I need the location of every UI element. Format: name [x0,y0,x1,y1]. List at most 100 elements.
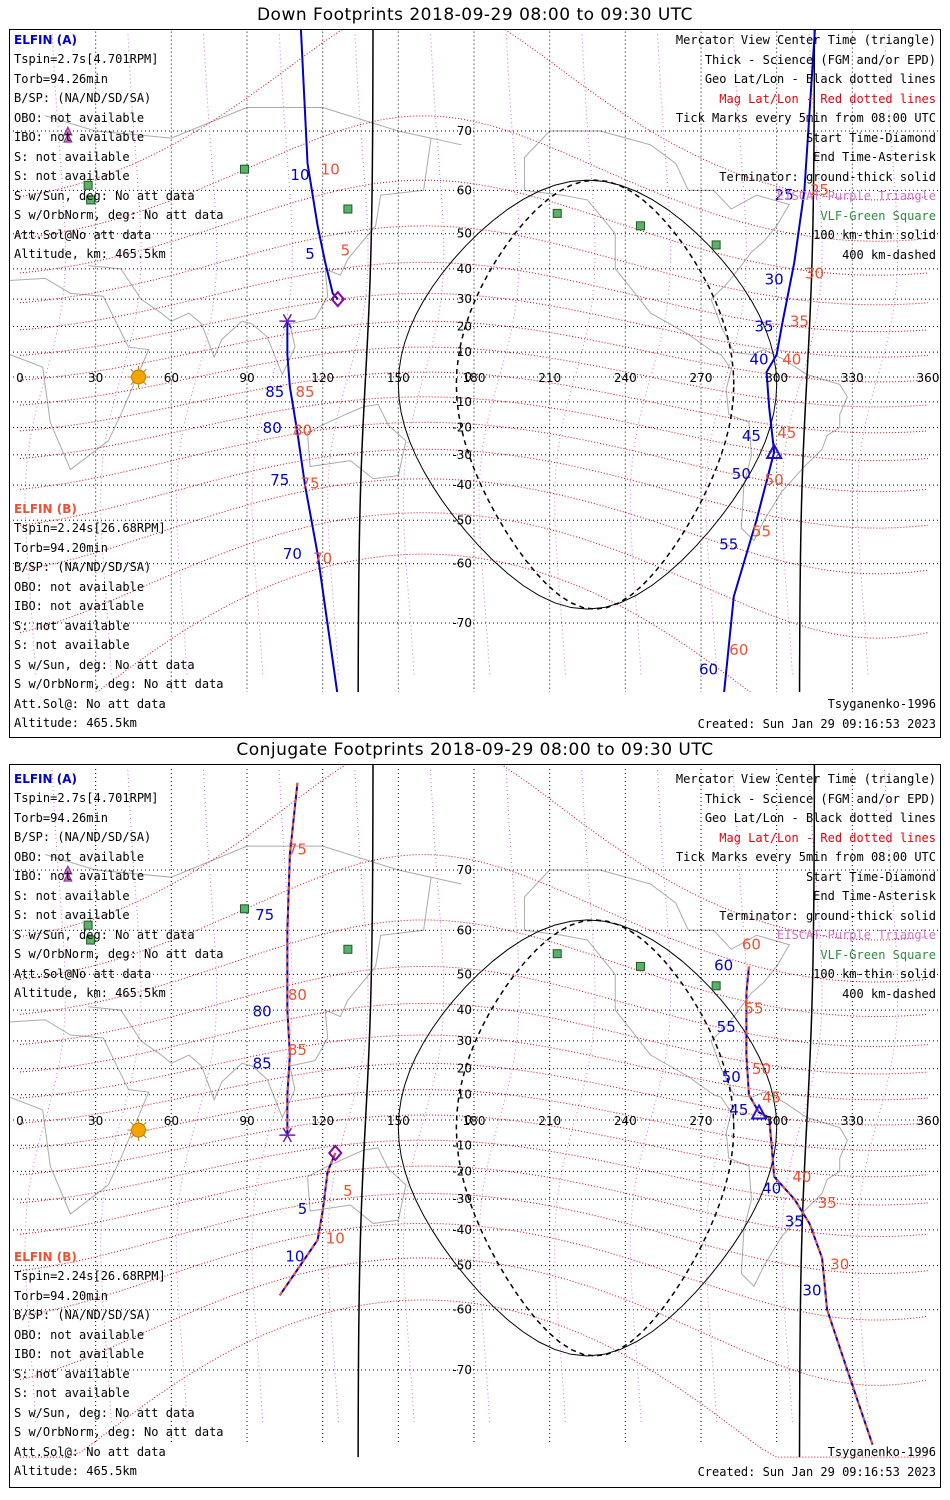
map-panel-1: 0 30 60 90 120 150 180 210 240 270 300 330 360706050… [9,764,941,1458]
map-content [9,29,941,692]
elfin-a-lines-down: Tspin=2.7s[4.701RPM] Torb=94.26min B/SP:… [14,50,224,265]
mag-parallel [19,1257,929,1386]
elfin-b-tick-label: 60 [729,641,748,659]
info-line: S: not available [14,888,130,903]
created-stamp: Created: Sun Jan 29 09:16:53 2023 [697,1464,936,1479]
vlf-station-marker [86,935,96,945]
elfin-b-tick-label: 5 [343,1182,353,1200]
elfin-b-tick-label: 75 [288,841,307,859]
y-tick-label: -40 [452,1223,472,1237]
mag-parallel [19,1002,929,1075]
info-line: B/SP: (NA/ND/SD/SA) [14,1308,152,1322]
coastline [88,877,432,1119]
info-line: B/SP: (NA/ND/SD/SA) [14,560,152,574]
elfin-a-tick-label: 45 [742,427,761,445]
mag-meridian [402,769,445,1423]
legend-item: 400 km-dashed [842,986,936,1001]
x-tick-label: 30 [88,1114,103,1128]
mag-meridian [251,769,293,1423]
mag-meridian [24,769,66,1423]
x-tick-label: 30 [88,371,103,385]
mag-parallel [19,371,929,434]
x-tick-label: 120 [311,371,334,385]
legend-item: Thick - Science (FGM and/or EPD) [704,791,936,806]
info-line: S w/Sun, deg: No att data [14,657,195,672]
elfin-b-tick-label: 40 [782,351,801,369]
elfin-a-tick-label: 10 [290,166,309,184]
info-line: Tspin=2.7s[4.701RPM] [14,52,159,66]
info-line: S: not available [14,618,130,633]
mag-meridian [175,31,218,675]
mag-meridian [100,769,142,1423]
elfin-a-tick-label: 50 [722,1068,741,1086]
elfin-a-tick-label: 80 [253,1003,272,1021]
coastline [523,130,848,542]
elfin-a-tick-label: 75 [270,471,289,489]
x-tick-label: 180 [463,371,486,385]
elfin-a-tick-label: 5 [305,245,315,263]
y-tick-label: -40 [452,478,472,492]
info-line: S w/OrbNorm, deg: No att data [14,947,224,961]
y-tick-label: 30 [457,1034,472,1048]
x-tick-label: 330 [841,1114,864,1128]
elfin-a-tick-label: 55 [717,1018,736,1036]
legend-item: Mag Lat/Lon - Red dotted lines [719,91,936,106]
elfin-a-tick-label: 50 [732,465,751,483]
vlf-station-marker [635,961,645,971]
range-400km [455,179,735,610]
eiscat-marker [63,872,73,882]
x-tick-label: 240 [614,1114,637,1128]
elfin-a-tick-label: 60 [714,956,733,974]
legend-item: Tick Marks every 5min from 08:00 UTC [675,111,936,125]
legend-item: End Time-Asterisk [813,150,936,164]
mag-parallel [19,29,929,201]
elfin-a-track [723,29,816,692]
y-tick-label: -50 [452,1259,472,1273]
info-line: S w/Sun, deg: No att data [14,188,195,203]
info-line: Torb=94.20min [14,540,108,555]
info-line: S w/OrbNorm, deg: No att data [14,677,224,691]
elfin-a-header: ELFIN (A) [14,772,77,786]
elfin-b-tick-label: 85 [295,383,314,401]
y-tick-label: 30 [457,292,472,306]
sun-icon [127,1119,150,1142]
x-tick-label: 360 [917,1114,940,1128]
elfin-b-tick-label: 40 [792,1168,811,1186]
x-tick-label: 360 [917,371,940,385]
x-tick-label: 0 [16,1114,24,1128]
info-line: IBO: not available [14,1347,145,1361]
y-tick-label: 70 [457,863,472,877]
y-tick-label: -10 [452,1138,472,1152]
terminator-east [798,29,816,692]
mag-meridian [554,769,596,1423]
mag-meridian [327,31,369,675]
panel-title-down: Down Footprints 2018-09-29 08:00 to 09:3… [256,5,694,25]
elfin-b-tick-label: 45 [762,1088,781,1106]
mag-parallel [19,1114,929,1178]
legend-item: Mercator View Center Time (triangle) [675,772,936,786]
mag-parallel [19,448,929,529]
mag-parallel [19,292,929,358]
mag-parallel [19,919,929,1018]
elfin-a-tick-label: 85 [253,1055,272,1073]
elfin-a-tick-label: 5 [298,1200,308,1218]
info-line: S: not available [14,169,130,183]
mag-parallel [19,346,929,408]
info-line: Tspin=2.7s[4.701RPM] [14,791,159,805]
info-line: S: not available [14,908,130,922]
y-tick-label: -30 [452,448,472,462]
coastline [88,137,432,376]
info-line: Tspin=2.24s[26.68RPM] [14,521,166,535]
x-tick-label: 150 [387,1114,410,1128]
vlf-station-marker [711,981,721,991]
mag-meridian [781,31,823,675]
elfin-b-info-conj: ELFIN (B) [14,1248,77,1268]
sun-disc [131,369,147,385]
legend-item: EISCAT-Purple Triangle [777,928,936,942]
x-tick-label: 180 [463,1114,486,1128]
elfin-a-tick-label: 60 [699,660,718,678]
mag-meridian [705,769,747,1423]
sun-disc [131,1122,147,1138]
info-line: Torb=94.26min [14,71,108,86]
info-line: S w/Sun, deg: No att data [14,927,195,942]
